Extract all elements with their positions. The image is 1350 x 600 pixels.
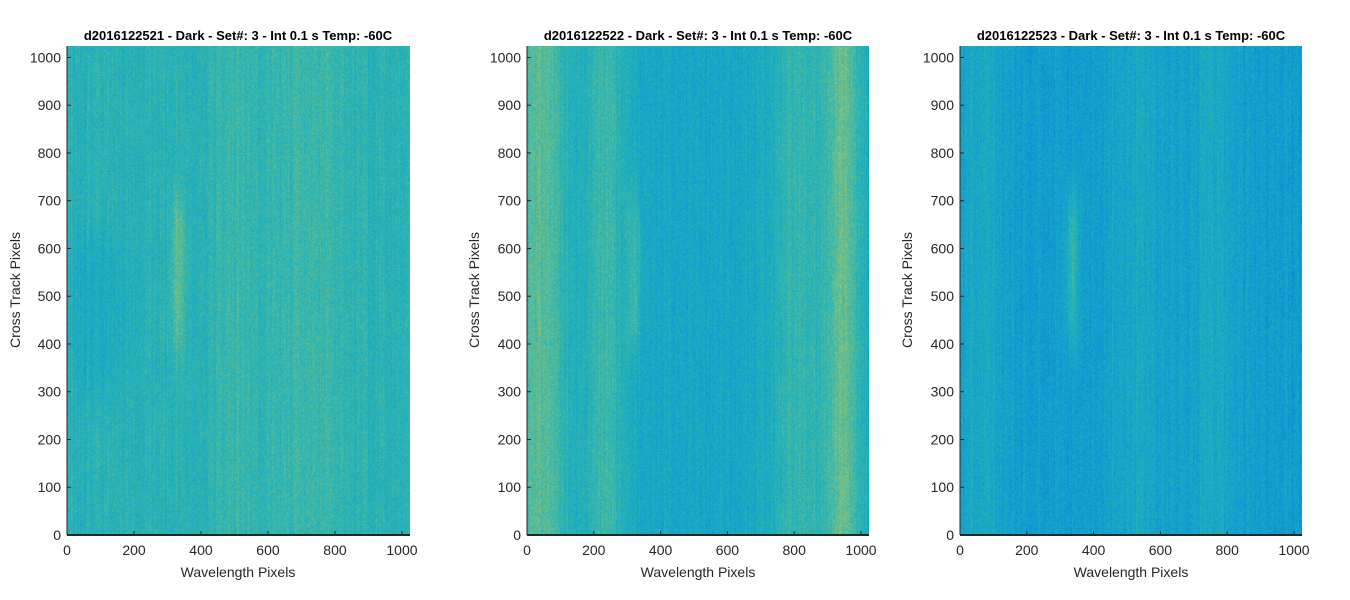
y-tick-label: 0	[946, 527, 954, 543]
x-tick-label: 600	[716, 542, 740, 558]
y-tick-label: 600	[931, 240, 955, 256]
y-tick-label: 800	[38, 145, 62, 161]
y-tick-label: 300	[38, 384, 62, 400]
y-tick-label: 900	[931, 97, 955, 113]
y-tick-label: 500	[931, 288, 955, 304]
x-tick-label: 1000	[1278, 542, 1309, 558]
x-axis-label: Wavelength Pixels	[181, 564, 296, 580]
x-tick-label: 200	[1015, 542, 1039, 558]
y-tick-label: 700	[498, 193, 522, 209]
y-tick-label: 700	[38, 193, 62, 209]
y-tick-label: 600	[498, 240, 522, 256]
x-axis-label: Wavelength Pixels	[641, 564, 756, 580]
heatmap-panel-1: d2016122521 - Dark - Set#: 3 - Int 0.1 s…	[7, 28, 418, 580]
x-tick-label: 1000	[386, 542, 417, 558]
x-tick-label: 0	[956, 542, 964, 558]
x-tick-label: 400	[649, 542, 673, 558]
heatmap-image	[67, 46, 410, 535]
y-tick-label: 500	[498, 288, 522, 304]
y-tick-label: 1000	[30, 49, 61, 65]
heatmap-panel-3: d2016122523 - Dark - Set#: 3 - Int 0.1 s…	[899, 28, 1310, 580]
y-axis-label: Cross Track Pixels	[899, 232, 915, 348]
y-tick-label: 200	[498, 431, 522, 447]
panel-title: d2016122521 - Dark - Set#: 3 - Int 0.1 s…	[84, 28, 393, 43]
y-axis-label: Cross Track Pixels	[7, 232, 23, 348]
x-tick-label: 1000	[845, 542, 876, 558]
y-tick-label: 800	[498, 145, 522, 161]
y-tick-label: 300	[498, 384, 522, 400]
y-tick-label: 0	[513, 527, 521, 543]
y-tick-label: 400	[931, 336, 955, 352]
x-tick-label: 800	[1216, 542, 1240, 558]
y-tick-label: 600	[38, 240, 62, 256]
x-tick-label: 800	[323, 542, 347, 558]
y-tick-label: 100	[38, 479, 62, 495]
y-tick-label: 400	[38, 336, 62, 352]
x-tick-label: 400	[189, 542, 213, 558]
y-tick-label: 900	[38, 97, 62, 113]
y-axis-label: Cross Track Pixels	[466, 232, 482, 348]
y-tick-label: 300	[931, 384, 955, 400]
y-tick-label: 700	[931, 193, 955, 209]
heatmap-image	[960, 46, 1302, 535]
x-tick-label: 800	[783, 542, 807, 558]
x-tick-label: 200	[122, 542, 146, 558]
y-tick-label: 200	[931, 431, 955, 447]
y-tick-label: 900	[498, 97, 522, 113]
y-tick-label: 1000	[490, 49, 521, 65]
x-tick-label: 400	[1082, 542, 1106, 558]
y-tick-label: 1000	[923, 49, 954, 65]
panel-title: d2016122522 - Dark - Set#: 3 - Int 0.1 s…	[544, 28, 853, 43]
y-tick-label: 200	[38, 431, 62, 447]
y-tick-label: 100	[498, 479, 522, 495]
y-tick-label: 500	[38, 288, 62, 304]
heatmap-panel-2: d2016122522 - Dark - Set#: 3 - Int 0.1 s…	[466, 28, 877, 580]
y-tick-label: 400	[498, 336, 522, 352]
panel-title: d2016122523 - Dark - Set#: 3 - Int 0.1 s…	[977, 28, 1286, 43]
x-tick-label: 600	[256, 542, 280, 558]
x-tick-label: 0	[523, 542, 531, 558]
x-tick-label: 600	[1149, 542, 1173, 558]
x-axis-label: Wavelength Pixels	[1074, 564, 1189, 580]
x-tick-label: 200	[582, 542, 606, 558]
y-tick-label: 800	[931, 145, 955, 161]
y-tick-label: 0	[53, 527, 61, 543]
heatmap-image	[527, 46, 869, 535]
x-tick-label: 0	[63, 542, 71, 558]
y-tick-label: 100	[931, 479, 955, 495]
